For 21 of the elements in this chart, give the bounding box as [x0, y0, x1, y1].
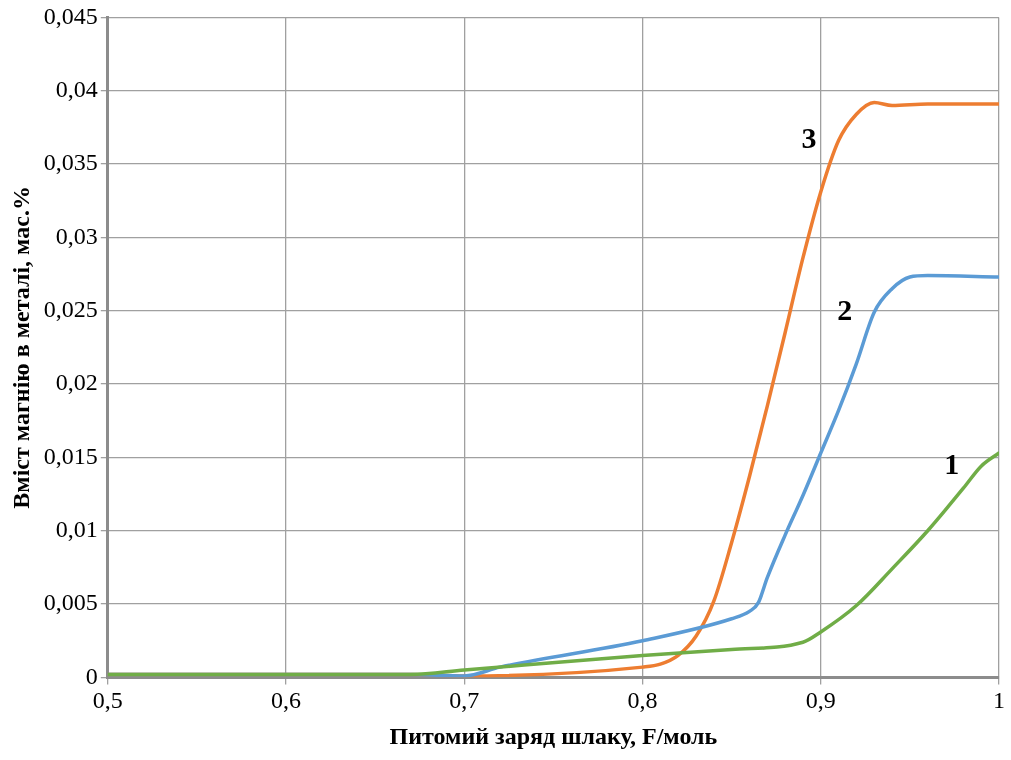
y-tick-label: 0,03 [55, 222, 98, 249]
y-tick-label: 0,02 [55, 369, 98, 396]
y-tick-label: 0 [85, 662, 98, 689]
y-tick-label: 0,04 [55, 76, 98, 103]
y-tick-label: 0,035 [43, 149, 98, 176]
x-tick-label: 0,7 [449, 687, 480, 714]
series-label: 1 [944, 446, 960, 480]
x-tick-label: 0,5 [92, 687, 123, 714]
series-label: 3 [801, 121, 817, 155]
y-tick-label: 0,01 [55, 516, 98, 543]
x-tick-label: 0,8 [627, 687, 658, 714]
y-tick-label: 0,005 [43, 589, 98, 616]
y-tick-label: 0,025 [43, 296, 98, 323]
y-tick-label: 0,045 [43, 2, 98, 29]
series-label: 2 [837, 292, 853, 326]
x-axis-title: Питомий заряд шлаку, F/моль [389, 722, 718, 749]
y-axis-title: Вміст магнію в металі, мас.% [7, 186, 34, 509]
y-tick-label: 0,015 [43, 442, 98, 469]
x-tick-label: 0,9 [805, 687, 836, 714]
x-tick-label: 1 [993, 687, 1005, 714]
x-tick-label: 0,6 [271, 687, 302, 714]
